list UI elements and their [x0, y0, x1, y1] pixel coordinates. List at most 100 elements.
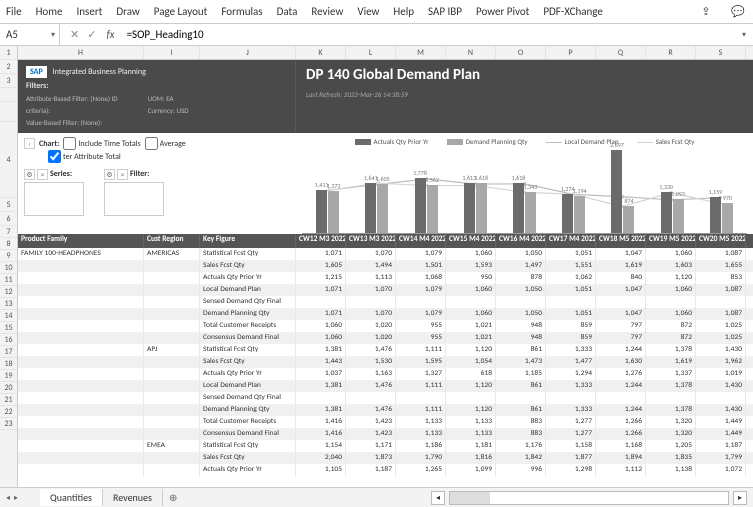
grid-cell[interactable]: 1,476 — [346, 404, 396, 416]
grid-cell[interactable]: 1,277 — [546, 428, 596, 440]
include-time-totals-checkbox[interactable] — [63, 137, 76, 150]
grid-row[interactable]: Total Customer Receipts1,4161,4231,1331,… — [18, 416, 753, 428]
grid-cell[interactable] — [446, 392, 496, 404]
grid-cell[interactable]: 1,244 — [596, 380, 646, 392]
grid-cell[interactable] — [296, 296, 346, 308]
grid-cell[interactable]: 797 — [596, 320, 646, 332]
grid-cell[interactable] — [18, 380, 144, 392]
grid-cell[interactable]: 1,378 — [646, 344, 696, 356]
grid-cell[interactable]: 1,171 — [346, 440, 396, 452]
series-box[interactable] — [24, 182, 84, 216]
grid-cell[interactable]: 1,051 — [546, 248, 596, 260]
row-header[interactable]: 13 — [0, 298, 17, 310]
grid-cell[interactable]: 1,133 — [396, 416, 446, 428]
grid-cell[interactable]: 1,079 — [396, 248, 446, 260]
grid-cell[interactable]: 1,181 — [446, 440, 496, 452]
grid-cell[interactable]: 1,070 — [346, 248, 396, 260]
grid-cell[interactable]: 1,473 — [496, 356, 546, 368]
grid-cell[interactable]: 1,051 — [546, 308, 596, 320]
grid-cell[interactable]: 1,060 — [296, 320, 346, 332]
grid-cell[interactable] — [18, 416, 144, 428]
grid-cell[interactable] — [546, 296, 596, 308]
grid-cell[interactable]: 1,068 — [396, 272, 446, 284]
row-header[interactable]: 10 — [0, 262, 17, 274]
grid-cell[interactable]: 1,205 — [646, 440, 696, 452]
grid-cell[interactable] — [18, 392, 144, 404]
column-header[interactable]: Q — [596, 46, 646, 59]
grid-cell[interactable]: 1,120 — [446, 404, 496, 416]
grid-cell[interactable]: 861 — [496, 404, 546, 416]
grid-cell[interactable]: 1,327 — [396, 368, 446, 380]
grid-cell[interactable]: 950 — [446, 272, 496, 284]
grid-cell[interactable]: 1,176 — [496, 440, 546, 452]
row-header[interactable] — [0, 88, 17, 102]
grid-cell[interactable]: Sensed Demand Qty Final — [200, 296, 296, 308]
grid-cell[interactable]: 1,021 — [446, 320, 496, 332]
grid-cell[interactable] — [496, 296, 546, 308]
grid-column-header[interactable]: CW16 M4 2022 — [496, 234, 546, 248]
grid-column-header[interactable]: CW13 M3 2022 — [346, 234, 396, 248]
fx-icon[interactable]: fx — [106, 28, 114, 41]
grid-cell[interactable] — [144, 380, 200, 392]
column-header[interactable]: R — [646, 46, 696, 59]
grid-cell[interactable]: 1,530 — [346, 356, 396, 368]
grid-cell[interactable]: 1,060 — [446, 284, 496, 296]
grid-cell[interactable]: 1,603 — [646, 260, 696, 272]
grid-cell[interactable]: 1,877 — [546, 452, 596, 464]
grid-cell[interactable] — [144, 428, 200, 440]
grid-cell[interactable]: 1,381 — [296, 404, 346, 416]
grid-row[interactable]: APJStatistical Fcst Qty1,3811,4761,1111,… — [18, 344, 753, 356]
grid-cell[interactable]: 1,070 — [346, 284, 396, 296]
grid-cell[interactable] — [18, 296, 144, 308]
grid-cell[interactable]: 1,619 — [646, 356, 696, 368]
grid-cell[interactable]: Demand Planning Qty — [200, 404, 296, 416]
grid-cell[interactable]: 2,040 — [296, 452, 346, 464]
scroll-left-icon[interactable]: ◂ — [431, 491, 445, 505]
grid-cell[interactable]: 1,423 — [346, 428, 396, 440]
grid-cell[interactable]: 1,244 — [596, 344, 646, 356]
grid-cell[interactable]: 1,060 — [646, 308, 696, 320]
grid-cell[interactable]: 1,333 — [546, 344, 596, 356]
ribbon-tab[interactable]: Draw — [116, 5, 139, 18]
grid-cell[interactable]: 1,423 — [346, 416, 396, 428]
grid-cell[interactable]: 1,112 — [596, 464, 646, 476]
grid-cell[interactable] — [18, 368, 144, 380]
grid-cell[interactable]: 1,593 — [446, 260, 496, 272]
grid-cell[interactable]: 1,120 — [646, 272, 696, 284]
grid-cell[interactable] — [18, 308, 144, 320]
grid-cell[interactable]: Local Demand Plan — [200, 284, 296, 296]
grid-row[interactable]: Consensus Demand Final1,4161,4231,1331,1… — [18, 428, 753, 440]
column-header[interactable]: L — [346, 46, 396, 59]
grid-cell[interactable]: 1,111 — [396, 344, 446, 356]
grid-cell[interactable]: 1,111 — [396, 404, 446, 416]
grid-cell[interactable]: 1,087 — [696, 248, 746, 260]
grid-cell[interactable]: 1,294 — [546, 368, 596, 380]
grid-cell[interactable]: 1,416 — [296, 428, 346, 440]
row-header[interactable]: 4 — [0, 122, 17, 198]
grid-cell[interactable]: Consensus Demand Final — [200, 428, 296, 440]
grid-cell[interactable]: 1,619 — [596, 260, 646, 272]
grid-cell[interactable]: 1,020 — [346, 320, 396, 332]
grid-cell[interactable] — [18, 320, 144, 332]
grid-cell[interactable]: 948 — [496, 320, 546, 332]
share-icon[interactable]: ⇪ — [697, 3, 715, 21]
grid-cell[interactable]: 1,062 — [546, 272, 596, 284]
grid-cell[interactable]: 1,163 — [346, 368, 396, 380]
row-header[interactable]: 3 — [0, 74, 17, 88]
grid-cell[interactable] — [18, 344, 144, 356]
grid-cell[interactable]: 883 — [496, 428, 546, 440]
grid-cell[interactable]: 1,133 — [396, 428, 446, 440]
grid-cell[interactable] — [646, 296, 696, 308]
row-header[interactable]: 21 — [0, 394, 17, 406]
grid-cell[interactable]: 1,630 — [596, 356, 646, 368]
grid-cell[interactable]: 1,087 — [696, 308, 746, 320]
series-close-icon[interactable]: × — [37, 169, 48, 180]
grid-cell[interactable]: 1,087 — [696, 284, 746, 296]
column-header[interactable]: O — [496, 46, 546, 59]
row-header[interactable]: 6 — [0, 212, 17, 226]
grid-cell[interactable]: Actuals Qty Prior Yr — [200, 464, 296, 476]
grid-cell[interactable]: 1,381 — [296, 344, 346, 356]
row-header[interactable]: 11 — [0, 274, 17, 286]
grid-row[interactable]: Sales Fcst Qty1,6051,4941,5011,5931,4971… — [18, 260, 753, 272]
grid-cell[interactable]: 1,021 — [446, 332, 496, 344]
